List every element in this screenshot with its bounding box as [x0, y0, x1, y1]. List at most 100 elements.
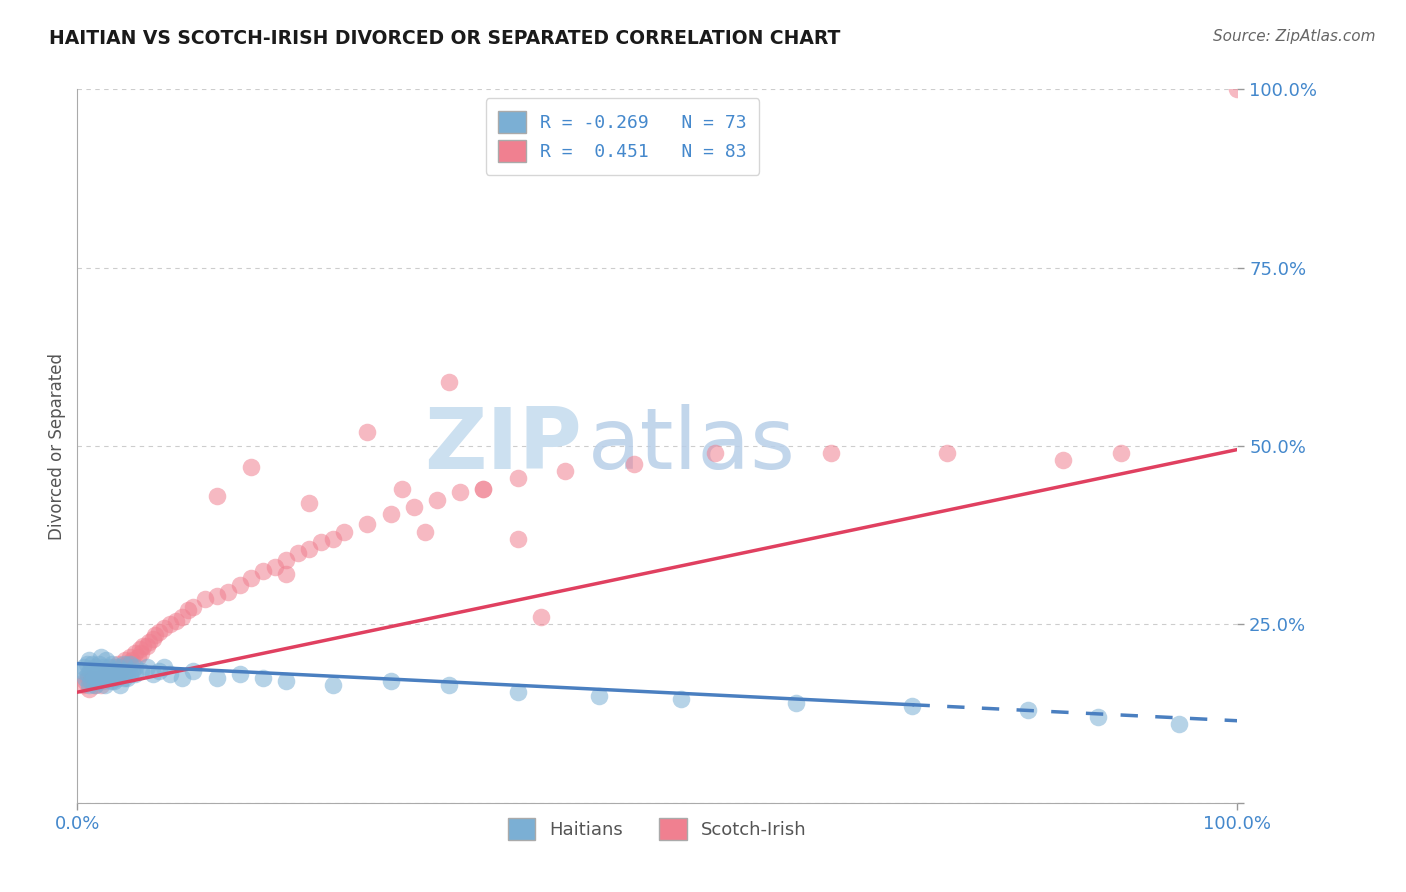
Text: HAITIAN VS SCOTCH-IRISH DIVORCED OR SEPARATED CORRELATION CHART: HAITIAN VS SCOTCH-IRISH DIVORCED OR SEPA…	[49, 29, 841, 47]
Point	[94, 678, 117, 692]
Point	[108, 667, 131, 681]
Point	[93, 667, 115, 681]
Point	[153, 660, 176, 674]
Point	[83, 678, 105, 692]
Point	[101, 657, 124, 671]
Point	[110, 664, 132, 678]
Point	[75, 671, 97, 685]
Point	[1111, 446, 1133, 460]
Point	[252, 564, 274, 578]
Point	[333, 524, 356, 539]
Point	[105, 664, 128, 678]
Legend: Haitians, Scotch-Irish: Haitians, Scotch-Irish	[501, 811, 814, 847]
Point	[115, 671, 138, 685]
Point	[669, 692, 692, 706]
Point	[1087, 710, 1109, 724]
Point	[402, 500, 425, 514]
Point	[623, 457, 645, 471]
Point	[77, 681, 100, 696]
Point	[704, 446, 727, 460]
Point	[103, 664, 125, 678]
Point	[183, 664, 205, 678]
Point	[321, 532, 344, 546]
Point	[170, 671, 193, 685]
Point	[217, 585, 239, 599]
Point	[112, 664, 135, 678]
Point	[138, 635, 160, 649]
Point	[142, 632, 165, 646]
Text: atlas: atlas	[588, 404, 796, 488]
Point	[135, 660, 157, 674]
Point	[380, 674, 402, 689]
Point	[115, 657, 138, 671]
Point	[121, 653, 143, 667]
Point	[73, 660, 96, 674]
Point	[96, 671, 118, 685]
Point	[437, 678, 460, 692]
Point	[118, 657, 141, 671]
Point	[87, 674, 110, 689]
Point	[110, 660, 132, 674]
Point	[263, 560, 285, 574]
Point	[356, 517, 378, 532]
Point	[94, 667, 117, 681]
Point	[98, 667, 121, 681]
Point	[176, 603, 198, 617]
Point	[91, 660, 114, 674]
Point	[437, 375, 460, 389]
Point	[506, 532, 529, 546]
Point	[391, 482, 413, 496]
Point	[380, 507, 402, 521]
Point	[205, 671, 228, 685]
Point	[321, 678, 344, 692]
Point	[129, 642, 152, 657]
Point	[820, 446, 842, 460]
Point	[90, 671, 111, 685]
Point	[240, 460, 263, 475]
Point	[121, 664, 143, 678]
Point	[506, 471, 529, 485]
Point	[83, 678, 105, 692]
Point	[107, 657, 129, 671]
Point	[413, 524, 436, 539]
Point	[76, 671, 98, 685]
Point	[287, 546, 309, 560]
Point	[84, 674, 107, 689]
Point	[1018, 703, 1040, 717]
Point	[105, 671, 128, 685]
Point	[274, 674, 298, 689]
Point	[148, 664, 170, 678]
Point	[472, 482, 495, 496]
Point	[124, 660, 146, 674]
Point	[82, 671, 104, 685]
Point	[356, 425, 378, 439]
Point	[90, 649, 111, 664]
Point	[97, 664, 120, 678]
Point	[103, 674, 125, 689]
Point	[87, 664, 110, 678]
Point	[194, 592, 217, 607]
Point	[472, 482, 495, 496]
Point	[785, 696, 807, 710]
Point	[124, 667, 146, 681]
Point	[124, 646, 146, 660]
Point	[148, 624, 170, 639]
Point	[89, 657, 111, 671]
Point	[159, 617, 181, 632]
Point	[143, 628, 166, 642]
Point	[936, 446, 959, 460]
Point	[530, 610, 553, 624]
Point	[101, 671, 124, 685]
Point	[90, 678, 111, 692]
Point	[103, 660, 125, 674]
Point	[159, 667, 181, 681]
Point	[118, 667, 141, 681]
Point	[87, 671, 110, 685]
Point	[86, 671, 108, 685]
Point	[298, 496, 321, 510]
Point	[90, 664, 112, 678]
Point	[115, 664, 138, 678]
Point	[91, 671, 114, 685]
Point	[274, 553, 298, 567]
Point	[554, 464, 576, 478]
